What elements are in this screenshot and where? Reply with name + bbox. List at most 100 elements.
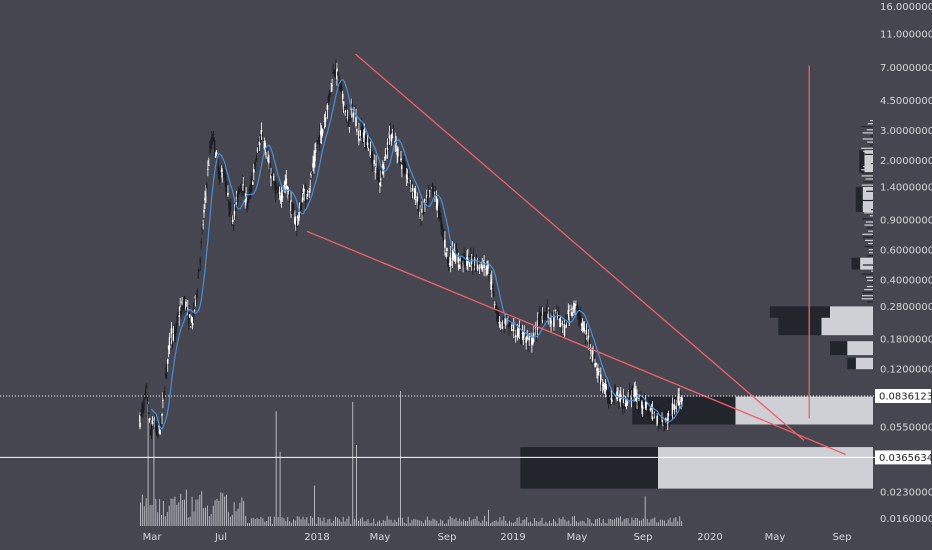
candle-body <box>469 262 471 267</box>
candle-body <box>423 205 425 207</box>
volume-profile-tick <box>868 230 873 232</box>
candle-body <box>462 263 464 265</box>
volume-bar <box>547 523 549 526</box>
candle-body <box>343 106 346 109</box>
candle-body <box>525 337 527 343</box>
volume-bar <box>361 517 363 526</box>
candle-body <box>644 401 647 409</box>
candle-body <box>513 325 515 331</box>
candle-body <box>246 202 248 205</box>
candle-body <box>352 113 354 118</box>
candle-body <box>174 331 177 336</box>
candle-body <box>496 316 499 318</box>
volume-bar <box>530 521 531 526</box>
candle-body <box>436 199 439 211</box>
volume-bar <box>147 397 149 527</box>
candle-body <box>291 202 293 214</box>
candle-body <box>534 329 536 333</box>
volume-bar <box>384 520 386 526</box>
candle-body <box>209 146 212 148</box>
volume-bar <box>438 523 440 526</box>
candle-body <box>521 333 524 334</box>
candle-body <box>487 263 489 274</box>
volume-bar <box>262 518 264 526</box>
candle-body <box>622 397 625 403</box>
candle-body <box>517 328 520 337</box>
candle-body <box>191 319 194 326</box>
candle-body <box>385 149 388 154</box>
candle-body <box>549 318 551 319</box>
volume-bar <box>572 516 574 526</box>
candle-body <box>649 408 652 411</box>
candle-body <box>576 305 578 307</box>
candle-body <box>573 302 575 310</box>
candle-body <box>603 390 606 392</box>
candle-body <box>614 385 616 393</box>
candle-body <box>439 213 441 215</box>
volume-bar <box>367 519 369 526</box>
candle-body <box>547 313 549 318</box>
candle-body <box>646 405 649 410</box>
x-axis[interactable]: Mar Jul 2018 May Sep 2019 May Sep 2020 May Sep <box>143 532 852 543</box>
candle-body <box>242 183 244 191</box>
candle-body <box>568 312 570 318</box>
candle-body <box>440 217 442 227</box>
candle-body <box>318 136 320 140</box>
trendline[interactable] <box>355 53 805 441</box>
candle-body <box>663 419 665 425</box>
volume-bar <box>673 518 675 526</box>
volume-bar <box>568 520 570 526</box>
volume-bar <box>220 492 222 526</box>
candle-body <box>405 174 408 179</box>
candle-body <box>541 315 544 322</box>
candle-body <box>302 188 305 193</box>
volume-bar <box>258 519 260 526</box>
candle-body <box>678 394 680 405</box>
candle-body <box>552 315 554 323</box>
candle-body <box>331 85 333 86</box>
candle-body <box>262 142 265 145</box>
candle-body <box>593 353 595 364</box>
candle-body <box>330 83 332 85</box>
candle-body <box>392 131 395 133</box>
volume-bar <box>170 498 172 526</box>
volume-bar <box>388 519 390 526</box>
candle-body <box>162 400 164 401</box>
candle-body <box>186 307 188 311</box>
candle-body <box>671 403 674 416</box>
candle-body <box>388 131 391 139</box>
volume-bar <box>335 516 336 526</box>
candle-body <box>308 191 310 193</box>
candle-body <box>616 391 618 399</box>
candle-body <box>306 194 309 200</box>
volume-profile-tick <box>864 289 873 291</box>
candle-body <box>434 194 437 203</box>
volume-bar <box>614 519 616 526</box>
volume-bar <box>315 523 317 526</box>
candle-body <box>225 182 227 192</box>
candle-body <box>199 258 201 263</box>
volume-bar <box>338 519 340 526</box>
candle-body <box>582 327 585 332</box>
volume-bar <box>164 516 166 526</box>
volume-bar <box>424 520 426 526</box>
candle-body <box>275 186 278 189</box>
candle-body <box>381 168 383 178</box>
candle-body <box>504 318 506 324</box>
candle-body <box>233 210 236 216</box>
volume-bar <box>426 516 428 526</box>
candle-body <box>458 264 461 268</box>
volume-bar <box>140 502 141 526</box>
candle-body <box>550 319 552 324</box>
candle-body <box>442 232 444 236</box>
volume-bar <box>629 523 631 526</box>
y-axis[interactable]: 16.00000000 11.00000000 7.00000000 4.500000… <box>880 2 932 525</box>
candle-body <box>376 167 378 174</box>
candle-body <box>662 420 664 422</box>
trendline[interactable] <box>306 230 846 456</box>
candle-body <box>676 397 678 404</box>
